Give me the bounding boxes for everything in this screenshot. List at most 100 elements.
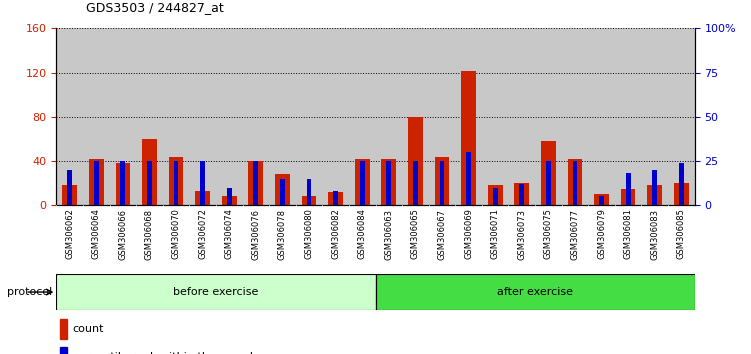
Text: count: count	[72, 324, 104, 334]
Bar	[94, 161, 98, 205]
Text: GSM306083: GSM306083	[650, 209, 659, 259]
Bar	[668, 28, 695, 205]
Text: GSM306085: GSM306085	[677, 209, 686, 259]
Text: GSM306064: GSM306064	[92, 209, 101, 259]
Bar	[588, 28, 615, 205]
Bar	[520, 184, 524, 205]
Bar	[59, 319, 67, 339]
Bar	[216, 28, 243, 205]
Bar	[56, 274, 376, 310]
Bar	[402, 28, 429, 205]
Text: GSM306070: GSM306070	[171, 209, 180, 259]
Bar	[594, 194, 609, 205]
Bar	[466, 152, 471, 205]
Text: GSM306081: GSM306081	[623, 209, 632, 259]
Bar	[89, 159, 104, 205]
Text: GSM306079: GSM306079	[597, 209, 606, 259]
Bar	[136, 28, 163, 205]
Bar	[120, 161, 125, 205]
Bar	[679, 163, 683, 205]
Bar	[599, 196, 604, 205]
Bar	[253, 161, 258, 205]
Bar	[349, 28, 376, 205]
Bar	[201, 161, 205, 205]
Bar	[514, 183, 529, 205]
Text: GSM306071: GSM306071	[490, 209, 499, 259]
Bar	[147, 161, 152, 205]
Bar	[408, 117, 423, 205]
Bar	[195, 191, 210, 205]
Text: GSM306074: GSM306074	[225, 209, 234, 259]
Bar	[249, 161, 263, 205]
Bar	[328, 192, 343, 205]
Bar	[376, 274, 695, 310]
Text: GSM306084: GSM306084	[357, 209, 366, 259]
Bar	[68, 170, 72, 205]
Bar	[62, 185, 77, 205]
Bar	[56, 274, 376, 310]
Bar	[59, 347, 67, 354]
Bar	[56, 28, 83, 205]
Bar	[376, 274, 695, 310]
Bar	[173, 161, 179, 205]
Bar	[169, 156, 183, 205]
Bar	[615, 28, 641, 205]
Bar	[376, 28, 402, 205]
Bar	[535, 28, 562, 205]
Bar	[413, 161, 418, 205]
Bar	[439, 161, 445, 205]
Bar	[647, 185, 662, 205]
Bar	[163, 28, 189, 205]
Bar	[360, 161, 364, 205]
Text: GSM306069: GSM306069	[464, 209, 473, 259]
Bar	[296, 28, 322, 205]
Bar	[508, 28, 535, 205]
Bar	[227, 188, 231, 205]
Bar	[333, 191, 338, 205]
Bar	[621, 189, 635, 205]
Bar	[429, 28, 455, 205]
Bar	[562, 28, 588, 205]
Text: GSM306077: GSM306077	[571, 209, 580, 259]
Text: GDS3503 / 244827_at: GDS3503 / 244827_at	[86, 1, 224, 14]
Bar	[382, 159, 396, 205]
Bar	[455, 28, 482, 205]
Bar	[387, 161, 391, 205]
Bar	[435, 156, 449, 205]
Text: protocol: protocol	[8, 287, 53, 297]
Text: GSM306066: GSM306066	[119, 209, 128, 259]
Bar	[189, 28, 216, 205]
Bar	[674, 183, 689, 205]
Text: GSM306063: GSM306063	[385, 209, 394, 259]
Bar	[116, 163, 130, 205]
Bar	[243, 28, 269, 205]
Text: GSM306067: GSM306067	[438, 209, 447, 259]
Bar	[461, 72, 476, 205]
Bar	[482, 28, 508, 205]
Bar	[275, 175, 290, 205]
Text: GSM306073: GSM306073	[517, 209, 526, 259]
Text: GSM306065: GSM306065	[411, 209, 420, 259]
Bar	[626, 173, 631, 205]
Bar	[110, 28, 136, 205]
Bar	[83, 28, 110, 205]
Bar	[322, 28, 349, 205]
Text: GSM306075: GSM306075	[544, 209, 553, 259]
Bar	[222, 196, 237, 205]
Text: GSM306068: GSM306068	[145, 209, 154, 259]
Text: GSM306082: GSM306082	[331, 209, 340, 259]
Bar	[142, 139, 157, 205]
Text: GSM306062: GSM306062	[65, 209, 74, 259]
Bar	[568, 159, 582, 205]
Text: before exercise: before exercise	[173, 287, 258, 297]
Bar	[269, 28, 296, 205]
Text: GSM306080: GSM306080	[304, 209, 313, 259]
Bar	[355, 159, 369, 205]
Text: after exercise: after exercise	[497, 287, 573, 297]
Bar	[546, 161, 550, 205]
Bar	[493, 188, 498, 205]
Bar	[488, 185, 502, 205]
Bar	[306, 179, 312, 205]
Bar	[653, 170, 657, 205]
Bar	[641, 28, 668, 205]
